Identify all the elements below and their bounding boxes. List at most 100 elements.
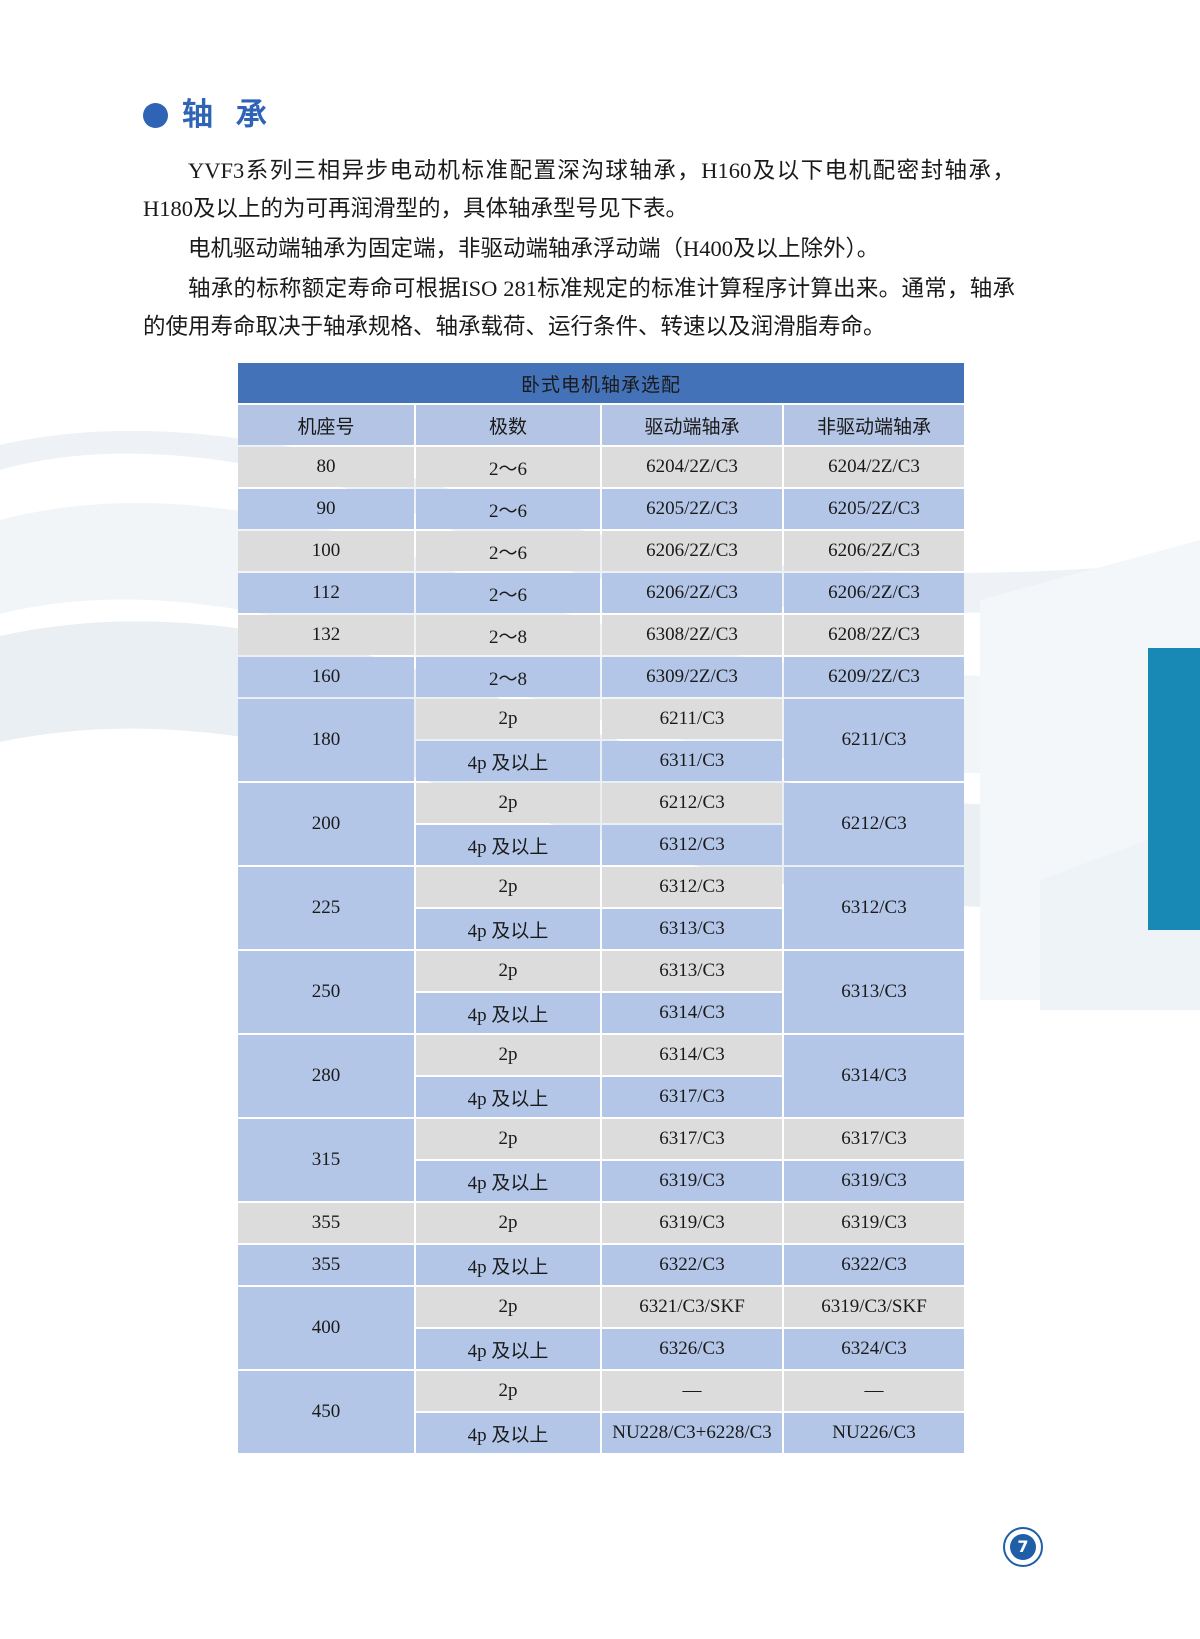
table-row: 450 2p — — xyxy=(238,1371,965,1453)
column-header-non-drive-end-bearing: 非驱动端轴承 xyxy=(784,405,965,445)
cell-frame-size: 225 xyxy=(238,867,414,949)
cell-non-drive-end-bearing: 6317/C3 xyxy=(784,1119,965,1159)
paragraph-2: 电机驱动端轴承为固定端，非驱动端轴承浮动端（H400及以上除外）。 xyxy=(188,236,880,261)
cell-drive-end-bearing: — xyxy=(602,1371,782,1411)
cell-poles: 2p xyxy=(416,1371,600,1411)
filled-circle-bullet-icon xyxy=(143,103,168,128)
cell-non-drive-end-bearing: 6319/C3 xyxy=(784,1203,965,1243)
column-header-poles: 极数 xyxy=(416,405,600,445)
cell-drive-end-bearing: 6322/C3 xyxy=(602,1245,782,1285)
cell-frame-size: 160 xyxy=(238,657,414,697)
table-head: 卧式电机轴承选配 机座号 极数 驱动端轴承 非驱动端轴承 xyxy=(238,363,965,445)
cell-poles: 2～6 xyxy=(416,573,600,613)
cell-drive-end-bearing: 6321/C3/SKF xyxy=(602,1287,782,1327)
cell-poles: 2p xyxy=(416,1287,600,1327)
bearing-selection-table: 卧式电机轴承选配 机座号 极数 驱动端轴承 非驱动端轴承 80 2～6 6204/2… xyxy=(236,361,966,1455)
cell-frame-size: 132 xyxy=(238,615,414,655)
cell-non-drive-end-bearing: 6211/C3 xyxy=(784,699,965,781)
table-row: 315 2p 6317/C3 6317/C3 xyxy=(238,1119,965,1201)
cell-non-drive-end-bearing: 6204/2Z/C3 xyxy=(784,447,965,487)
table-row: 4p 及以上 6314/C3 xyxy=(238,993,964,1033)
cell-frame-size: 250 xyxy=(238,951,414,1033)
table-row: 4p 及以上 6326/C3 6324/C3 xyxy=(238,1329,965,1369)
paragraph-3: 轴承的标称额定寿命可根据ISO 281标准规定的标准计算程序计算出来。通常，轴承… xyxy=(143,276,1015,339)
cell-drive-end-bearing: 6319/C3 xyxy=(602,1161,782,1201)
cell-frame-size: 112 xyxy=(238,573,414,613)
cell-non-drive-end-bearing: 6314/C3 xyxy=(784,1035,965,1117)
cell-frame-size: 100 xyxy=(238,531,414,571)
cell-frame-size: 280 xyxy=(238,1035,414,1117)
cell-poles: 4p 及以上 xyxy=(416,1077,600,1117)
cell-drive-end-bearing: 6314/C3 xyxy=(602,1035,782,1075)
cell-drive-end-bearing: NU228/C3+6228/C3 xyxy=(602,1413,782,1453)
paragraph-1: YVF3系列三相异步电动机标准配置深沟球轴承，H160及以下电机配密封轴承，H1… xyxy=(143,158,1015,221)
table-row: 355 2p 6319/C3 6319/C3 xyxy=(238,1203,965,1243)
cell-drive-end-bearing: 6206/2Z/C3 xyxy=(602,573,782,613)
cell-drive-end-bearing: 6206/2Z/C3 xyxy=(602,531,782,571)
table-row: 90 2～6 6205/2Z/C3 6205/2Z/C3 xyxy=(238,489,965,529)
table-row: 180 2p 6211/C3 6211/C3 xyxy=(238,699,965,781)
cell-drive-end-bearing: 6317/C3 xyxy=(602,1077,782,1117)
page-number-text: 7 xyxy=(1010,1534,1036,1560)
cell-non-drive-end-bearing: 6322/C3 xyxy=(784,1245,965,1285)
table-row: 100 2～6 6206/2Z/C3 6206/2Z/C3 xyxy=(238,531,965,571)
cell-poles: 2～8 xyxy=(416,615,600,655)
cell-frame-size: 180 xyxy=(238,699,414,781)
cell-poles: 2p xyxy=(416,951,600,991)
cell-poles: 2～8 xyxy=(416,657,600,697)
table-column-header-row: 机座号 极数 驱动端轴承 非驱动端轴承 xyxy=(238,405,965,445)
cell-frame-size: 355 xyxy=(238,1245,414,1285)
table-row: 4p 及以上 6317/C3 xyxy=(238,1077,964,1117)
cell-non-drive-end-bearing: 6206/2Z/C3 xyxy=(784,531,965,571)
cell-frame-size: 90 xyxy=(238,489,414,529)
cell-poles: 2～6 xyxy=(416,531,600,571)
column-header-frame-size: 机座号 xyxy=(238,405,414,445)
section-heading-text: 轴 承 xyxy=(182,97,273,133)
column-header-drive-end-bearing: 驱动端轴承 xyxy=(602,405,782,445)
cell-drive-end-bearing: 6311/C3 xyxy=(602,741,782,781)
cell-frame-size: 400 xyxy=(238,1287,414,1369)
cell-drive-end-bearing: 6319/C3 xyxy=(602,1203,782,1243)
cell-drive-end-bearing: 6204/2Z/C3 xyxy=(602,447,782,487)
side-tab-marker xyxy=(1148,648,1200,930)
cell-drive-end-bearing: 6317/C3 xyxy=(602,1119,782,1159)
cell-poles: 4p 及以上 xyxy=(416,1245,600,1285)
table-body: 80 2～6 6204/2Z/C3 6204/2Z/C3 90 2～6 6205/2Z/C3… xyxy=(238,447,965,1453)
table-row: 112 2～6 6206/2Z/C3 6206/2Z/C3 xyxy=(238,573,965,613)
cell-poles: 4p 及以上 xyxy=(416,909,600,949)
cell-poles: 2p xyxy=(416,1035,600,1075)
cell-drive-end-bearing: 6313/C3 xyxy=(602,951,782,991)
cell-frame-size: 200 xyxy=(238,783,414,865)
cell-drive-end-bearing: 6211/C3 xyxy=(602,699,782,739)
cell-drive-end-bearing: 6312/C3 xyxy=(602,825,782,865)
cell-non-drive-end-bearing: 6319/C3 xyxy=(784,1161,965,1201)
cell-non-drive-end-bearing: 6324/C3 xyxy=(784,1329,965,1369)
cell-non-drive-end-bearing: 6312/C3 xyxy=(784,867,965,949)
bearing-table-container: 卧式电机轴承选配 机座号 极数 驱动端轴承 非驱动端轴承 80 2～6 6204/2… xyxy=(236,361,965,1455)
cell-non-drive-end-bearing: — xyxy=(784,1371,965,1411)
cell-non-drive-end-bearing: 6319/C3/SKF xyxy=(784,1287,965,1327)
cell-drive-end-bearing: 6205/2Z/C3 xyxy=(602,489,782,529)
cell-non-drive-end-bearing: 6205/2Z/C3 xyxy=(784,489,965,529)
page-title: 轴 承 xyxy=(143,100,273,131)
cell-poles: 2p xyxy=(416,699,600,739)
table-row: 160 2～8 6309/2Z/C3 6209/2Z/C3 xyxy=(238,657,965,697)
cell-drive-end-bearing: 6312/C3 xyxy=(602,867,782,907)
table-row: 280 2p 6314/C3 6314/C3 xyxy=(238,1035,965,1117)
table-row: 4p 及以上 NU228/C3+6228/C3 NU226/C3 xyxy=(238,1413,965,1453)
cell-frame-size: 355 xyxy=(238,1203,414,1243)
cell-drive-end-bearing: 6314/C3 xyxy=(602,993,782,1033)
cell-poles: 2～6 xyxy=(416,447,600,487)
table-row: 80 2～6 6204/2Z/C3 6204/2Z/C3 xyxy=(238,447,965,487)
cell-poles: 4p 及以上 xyxy=(416,741,600,781)
cell-poles: 4p 及以上 xyxy=(416,1161,600,1201)
table-row: 4p 及以上 6311/C3 xyxy=(238,741,964,781)
cell-poles: 2p xyxy=(416,1203,600,1243)
cell-poles: 2p xyxy=(416,783,600,823)
cell-non-drive-end-bearing: 6212/C3 xyxy=(784,783,965,865)
cell-drive-end-bearing: 6308/2Z/C3 xyxy=(602,615,782,655)
cell-poles: 4p 及以上 xyxy=(416,1329,600,1369)
table-row: 355 4p 及以上 6322/C3 6322/C3 xyxy=(238,1245,965,1285)
cell-poles: 4p 及以上 xyxy=(416,1413,600,1453)
